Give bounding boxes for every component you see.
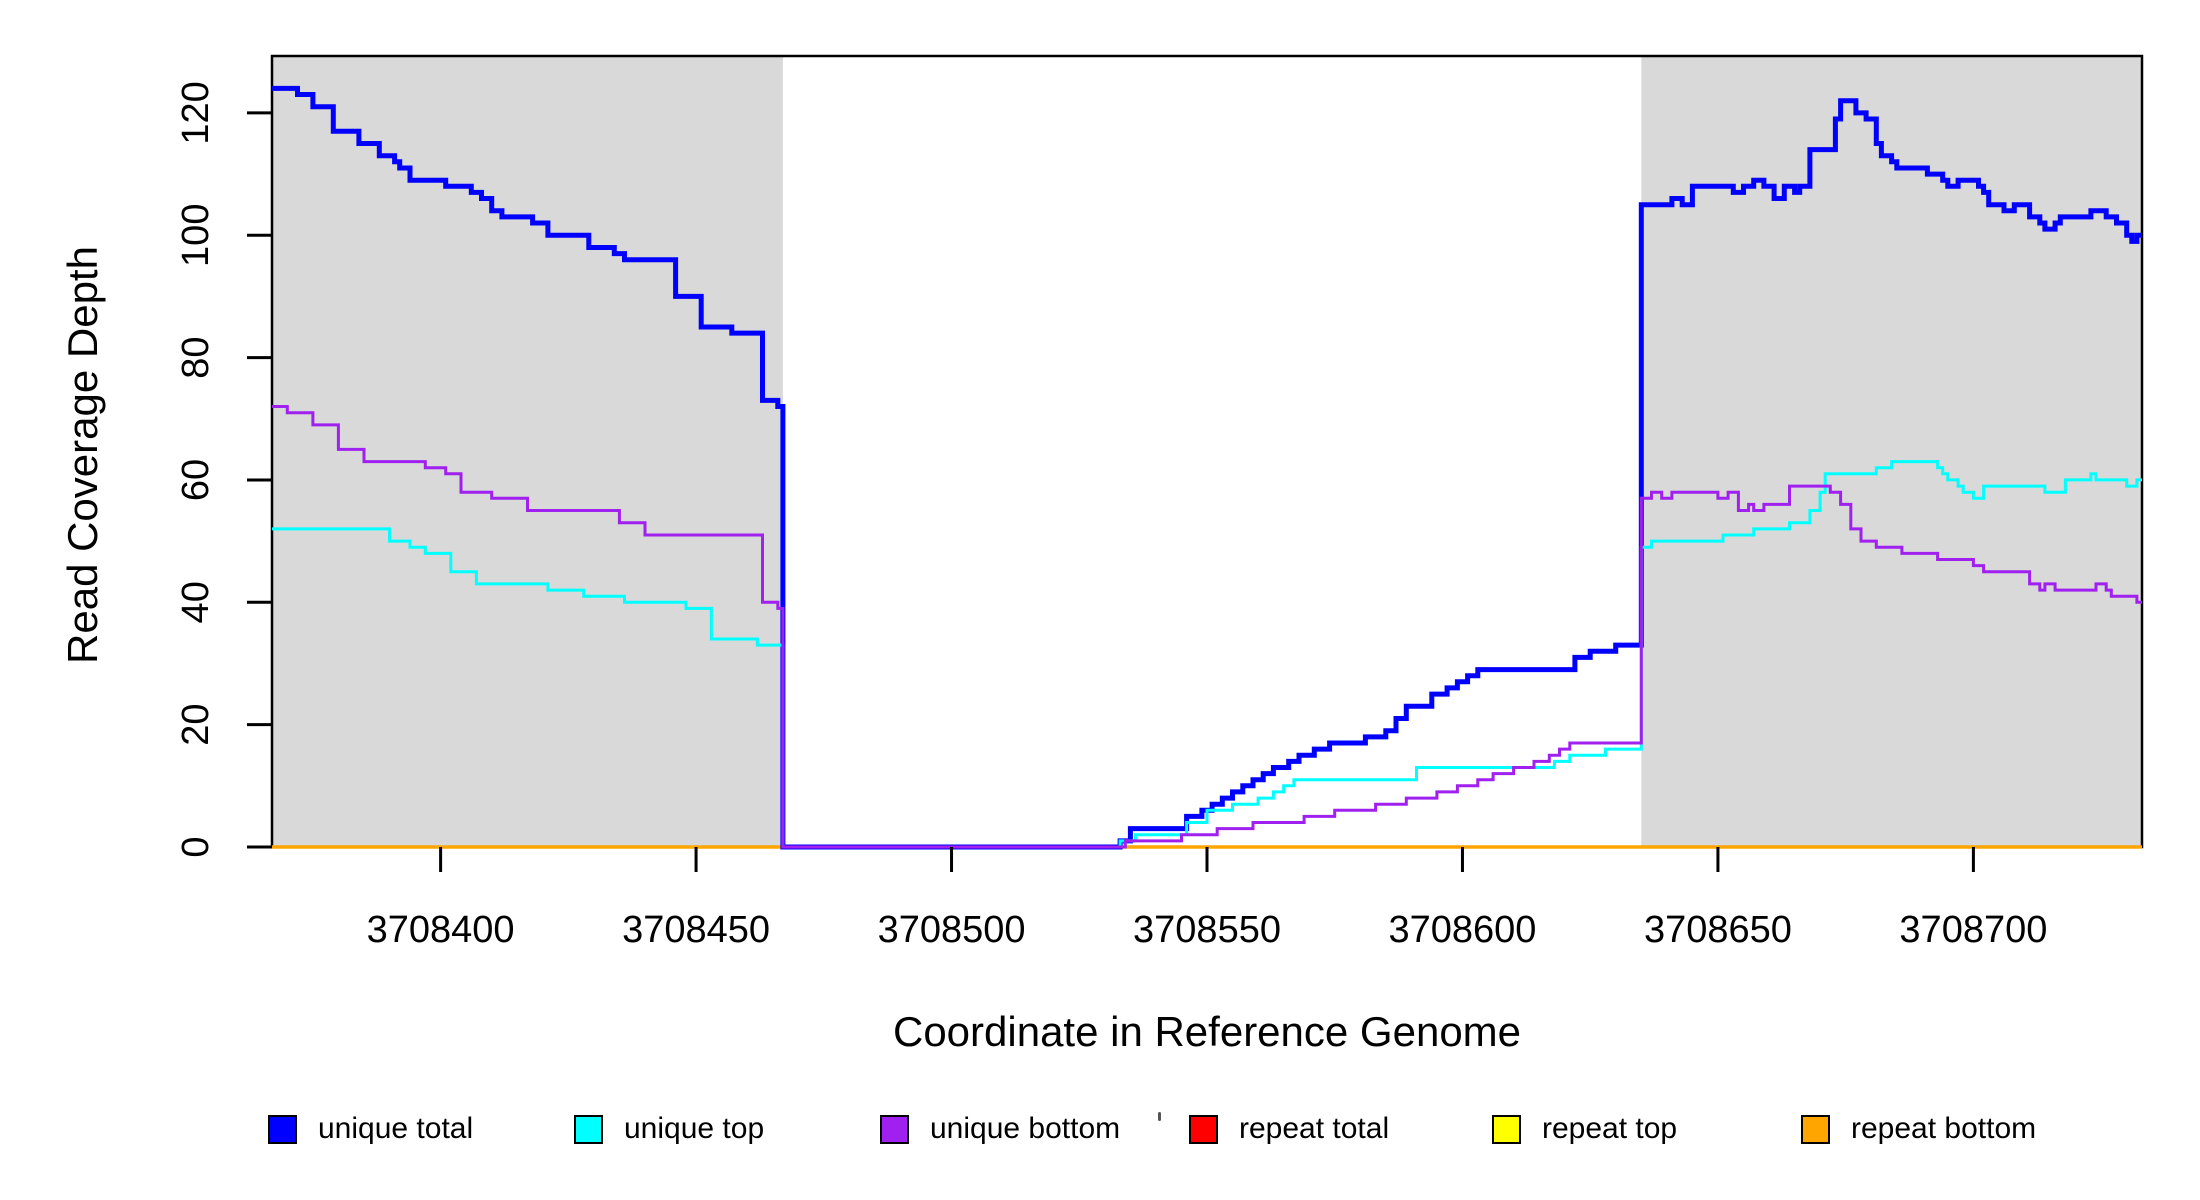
legend-label: repeat total bbox=[1239, 1112, 1390, 1145]
y-tick-label: 20 bbox=[175, 704, 217, 746]
stray-mark-artifact bbox=[1158, 1112, 1161, 1121]
legend-label: repeat top bbox=[1542, 1112, 1678, 1145]
x-tick-label: 3708400 bbox=[367, 909, 515, 951]
x-tick-label: 3708550 bbox=[1133, 909, 1281, 951]
x-tick-label: 3708650 bbox=[1644, 909, 1792, 951]
legend-item-unique-bottom: unique bottom bbox=[880, 1112, 1120, 1146]
legend-label: unique top bbox=[624, 1112, 765, 1145]
shaded-region bbox=[272, 56, 783, 847]
y-tick-label: 0 bbox=[175, 836, 217, 857]
legend-label: unique total bbox=[318, 1112, 474, 1145]
unique-top-swatch-icon bbox=[574, 1114, 603, 1144]
legend-label: unique bottom bbox=[930, 1112, 1121, 1145]
unique-total-swatch-icon bbox=[268, 1114, 297, 1144]
shaded-region bbox=[1641, 56, 2142, 847]
y-tick-label: 100 bbox=[175, 204, 217, 267]
x-axis-title: Coordinate in Reference Genome bbox=[892, 1008, 1522, 1055]
legend-label: repeat bottom bbox=[1851, 1112, 2037, 1145]
x-tick-label: 3708500 bbox=[878, 909, 1026, 951]
legend-item-repeat-bottom: repeat bottom bbox=[1801, 1112, 2036, 1146]
legend-item-repeat-top: repeat top bbox=[1492, 1112, 1677, 1146]
y-axis-title: Read Coverage Depth bbox=[59, 246, 106, 664]
y-tick-label: 120 bbox=[175, 81, 217, 144]
series-unique-total bbox=[272, 85, 2142, 850]
x-tick-label: 3708450 bbox=[622, 909, 770, 951]
x-tick-label: 3708600 bbox=[1388, 909, 1536, 951]
y-tick-label: 60 bbox=[175, 459, 217, 501]
repeat-total-swatch-icon bbox=[1189, 1114, 1218, 1144]
x-tick-label: 3708700 bbox=[1899, 909, 2047, 951]
y-tick-label: 80 bbox=[175, 336, 217, 378]
series-unique-bottom bbox=[272, 405, 2142, 849]
legend-item-unique-top: unique top bbox=[574, 1112, 764, 1146]
legend-item-repeat-total: repeat total bbox=[1189, 1112, 1389, 1146]
unique-bottom-swatch-icon bbox=[880, 1114, 909, 1144]
repeat-top-swatch-icon bbox=[1492, 1114, 1521, 1144]
repeat-bottom-swatch-icon bbox=[1801, 1114, 1830, 1144]
series-unique-top bbox=[272, 460, 2142, 849]
legend-item-unique-total: unique total bbox=[268, 1112, 473, 1146]
y-tick-label: 40 bbox=[175, 581, 217, 623]
